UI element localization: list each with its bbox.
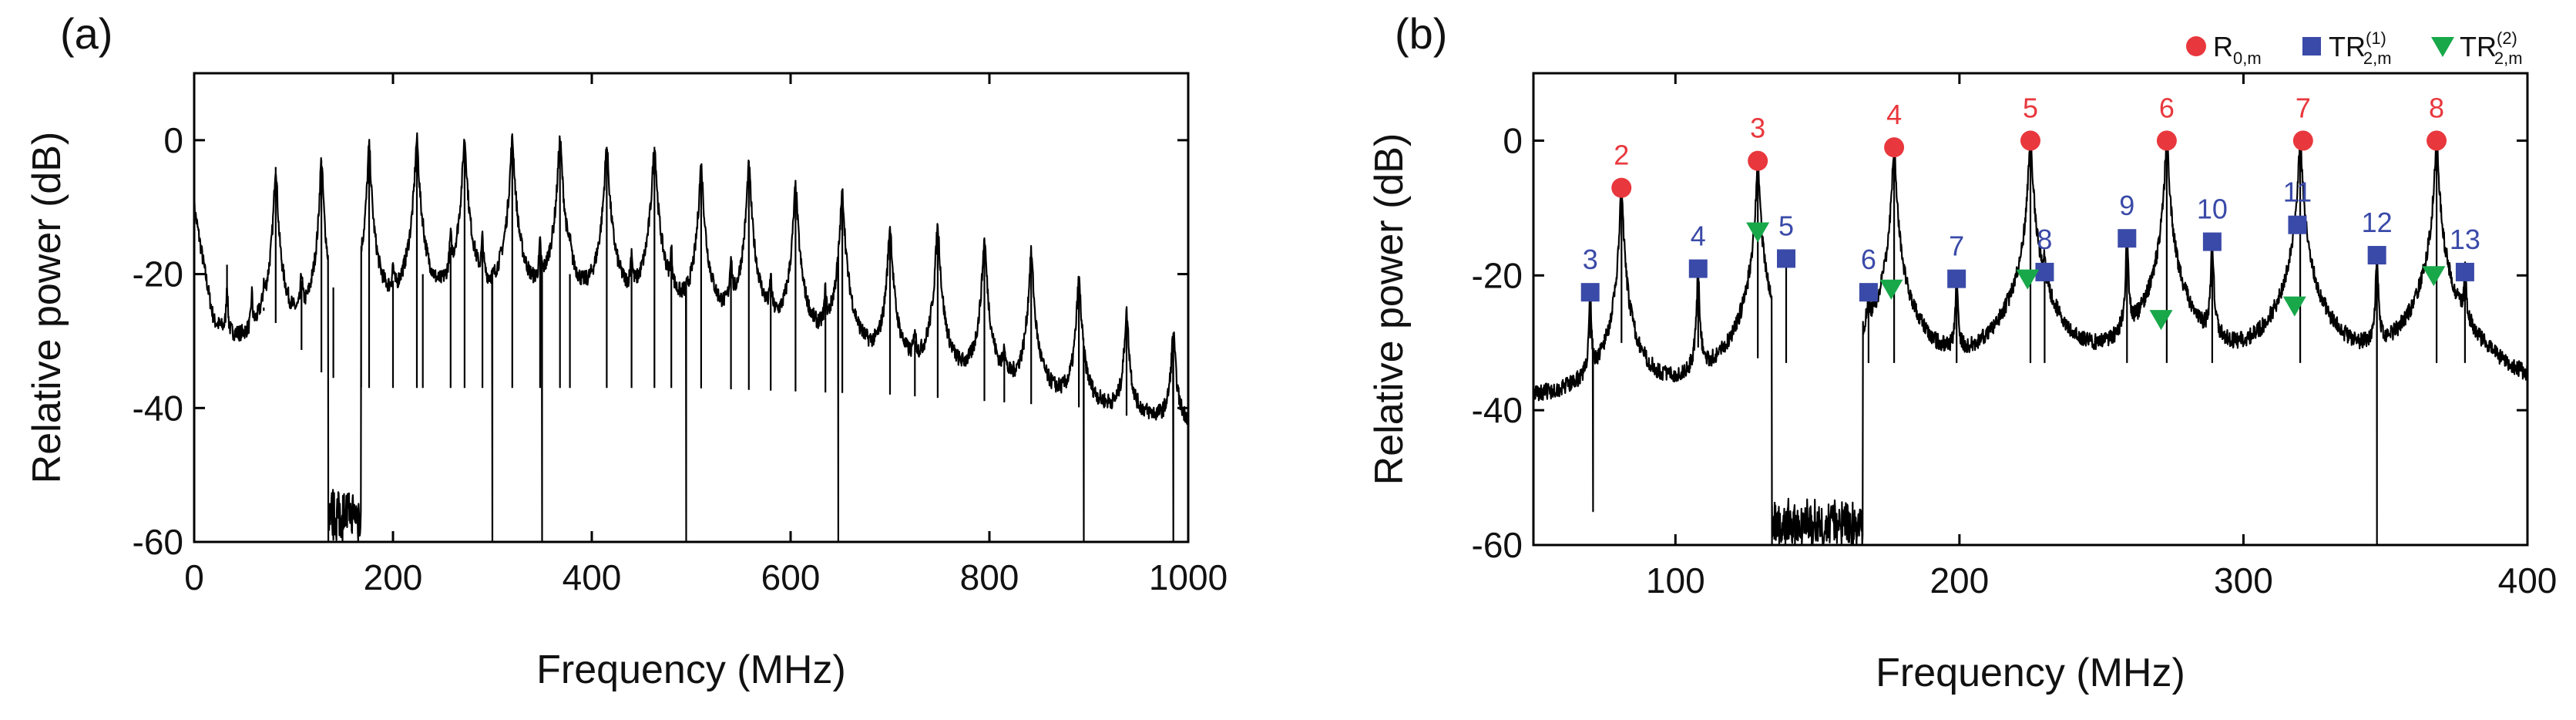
panel-a-y-tick-labels: -60 -40 -20 0 — [133, 120, 183, 562]
x-tick-label: 100 — [1646, 560, 1705, 601]
tr1-marker — [1777, 249, 1795, 267]
legend-subscript: 0,m — [2233, 49, 2262, 68]
r0m-mode-label: 7 — [2296, 92, 2311, 123]
y-tick-label: 0 — [1503, 120, 1523, 160]
legend-tr2-marker — [2431, 37, 2454, 57]
legend-main-text: R — [2213, 31, 2233, 62]
tr1-mode-label: 4 — [1691, 220, 1706, 252]
panel-b-x-axis-label: Frequency (MHz) — [1876, 651, 2185, 695]
r0m-marker — [2020, 130, 2040, 150]
tr2-marker — [2422, 266, 2445, 286]
legend-superscript: (1) — [2366, 29, 2386, 48]
y-tick-label: -60 — [133, 522, 183, 562]
tr2-marker — [2150, 310, 2173, 330]
panel-a: (a) 0 200 400 600 800 1000 -60 -40 -20 0 Frequen… — [25, 9, 1228, 692]
tr2-marker — [2283, 297, 2306, 317]
tr1-marker — [2118, 229, 2136, 247]
tr1-mode-label: 8 — [2037, 224, 2052, 255]
y-tick-label: -60 — [1472, 525, 1523, 565]
panel-a-x-axis-label: Frequency (MHz) — [536, 648, 846, 692]
tr1-marker — [2456, 263, 2474, 281]
panel-b-y-tick-labels: -60 -40 -20 0 — [1472, 120, 1523, 565]
legend-label-TR1: TR(1) 2,m — [2329, 29, 2392, 68]
r0m-mode-label: 5 — [2023, 92, 2038, 123]
tr1-mode-label: 3 — [1583, 244, 1598, 275]
panel-b-spectrum-trace — [1533, 133, 2527, 546]
tr1-mode-label: 11 — [2283, 177, 2312, 208]
r0m-mode-label: 4 — [1886, 99, 1902, 130]
panel-b-label: (b) — [1395, 9, 1447, 58]
panel-a-y-axis-label: Relative power (dB) — [25, 132, 69, 484]
legend-subscript: 2,m — [2494, 49, 2523, 68]
r0m-marker — [1748, 151, 1768, 171]
panel-a-spectrum-trace — [194, 133, 1188, 542]
tr1-mode-label: 13 — [2450, 224, 2480, 255]
tr1-mode-label: 9 — [2119, 190, 2134, 221]
legend-tr1-marker — [2302, 37, 2321, 56]
legend-r0m-marker — [2186, 36, 2206, 56]
r0m-mode-label: 2 — [1614, 140, 1629, 171]
panel-b: (b) 100 200 300 400 -60 -40 -20 0 2 3 4 5 6 7 8 3 4 5 6 7… — [1367, 9, 2557, 695]
tr2-marker — [1879, 280, 1903, 300]
figure: (a) 0 200 400 600 800 1000 -60-40-200 Frequen… — [0, 0, 2576, 720]
r0m-mode-label: 6 — [2159, 92, 2175, 123]
r0m-marker — [2293, 130, 2313, 150]
x-tick-label: 1000 — [1149, 557, 1228, 597]
legend-subscript: 2,m — [2363, 49, 2392, 68]
tr1-mode-label: 7 — [1949, 230, 1964, 262]
y-tick-label: -40 — [133, 388, 183, 428]
x-tick-label: 200 — [364, 557, 423, 597]
r0m-marker — [2427, 130, 2447, 150]
r0m-marker — [2157, 130, 2177, 150]
legend-superscript: (2) — [2497, 29, 2517, 48]
tr1-marker — [1689, 260, 1708, 278]
legend-main-text: TR — [2329, 31, 2366, 62]
x-tick-label: 800 — [960, 557, 1019, 597]
x-tick-label: 0 — [184, 557, 204, 597]
x-tick-label: 300 — [2214, 560, 2273, 601]
y-tick-label: -20 — [133, 254, 183, 294]
y-tick-label: -20 — [1472, 255, 1523, 295]
legend-label-R: R0,m — [2213, 31, 2262, 68]
tr1-marker — [1581, 283, 1600, 301]
tr1-marker — [1947, 270, 1966, 288]
tr1-mode-label: 10 — [2197, 193, 2228, 225]
tr1-mode-label: 6 — [1861, 244, 1876, 275]
panel-b-legend: R0,m TR(1) 2,m TR(2) 2,m — [2186, 29, 2523, 68]
tr1-marker — [2203, 233, 2222, 251]
r0m-marker — [1884, 137, 1904, 157]
y-tick-label: 0 — [163, 120, 183, 160]
r0m-mode-label: 3 — [1750, 113, 1765, 144]
panel-a-ticks — [194, 73, 1188, 542]
panel-b-x-tick-labels: 100 200 300 400 — [1646, 560, 2557, 601]
panel-a-axes-frame — [194, 73, 1188, 542]
tr1-marker — [1859, 283, 1878, 301]
tr1-marker — [2288, 216, 2306, 234]
r0m-marker — [1611, 178, 1631, 198]
panel-a-label: (a) — [60, 9, 113, 58]
x-tick-label: 400 — [2498, 560, 2558, 601]
x-tick-label: 200 — [1929, 560, 1989, 601]
panel-b-y-axis-label: Relative power (dB) — [1367, 133, 1412, 486]
y-tick-label: -40 — [1472, 390, 1523, 430]
x-tick-label: 600 — [761, 557, 821, 597]
tr1-marker — [2368, 246, 2386, 264]
tr1-marker — [2035, 263, 2054, 281]
legend-main-text: TR — [2460, 31, 2497, 62]
panel-a-x-tick-labels: 0 200 400 600 800 1000 — [184, 557, 1228, 597]
legend-label-TR2: TR(2) 2,m — [2460, 29, 2523, 68]
r0m-mode-label: 8 — [2429, 92, 2444, 123]
tr1-mode-label: 5 — [1778, 210, 1794, 241]
tr1-mode-label: 12 — [2362, 207, 2393, 238]
tr2-marker — [1746, 222, 1769, 242]
x-tick-label: 400 — [563, 557, 622, 597]
